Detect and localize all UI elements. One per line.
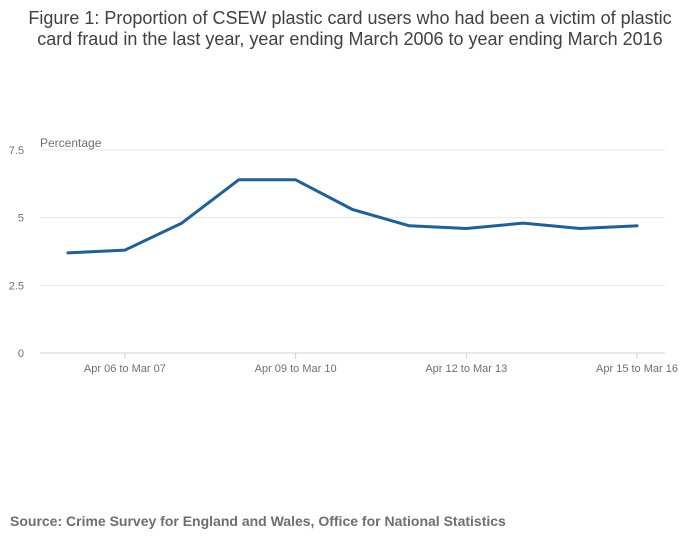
y-axis: 0 2.5 5 7.5 (9, 145, 24, 360)
series-lines (66, 178, 639, 255)
series-line (66, 178, 639, 255)
y-tick-label: 7.5 (9, 145, 24, 157)
y-tick-label: 2.5 (9, 280, 24, 292)
x-tick-label: Apr 15 to Mar 16 (596, 363, 678, 375)
gridlines (40, 149, 665, 354)
y-tick-label: 0 (18, 348, 24, 360)
x-tick-label: Apr 06 to Mar 07 (84, 363, 166, 375)
chart-title: Figure 1: Proportion of CSEW plastic car… (28, 8, 672, 49)
y-axis-label: Percentage (40, 136, 102, 150)
y-tick-label: 5 (18, 213, 24, 225)
x-tick-label: Apr 12 to Mar 13 (425, 363, 507, 375)
source-note: Source: Crime Survey for England and Wal… (10, 513, 506, 529)
x-tick-label: Apr 09 to Mar 10 (255, 363, 337, 375)
x-axis: Apr 06 to Mar 07 Apr 09 to Mar 10 Apr 12 t… (84, 353, 678, 375)
